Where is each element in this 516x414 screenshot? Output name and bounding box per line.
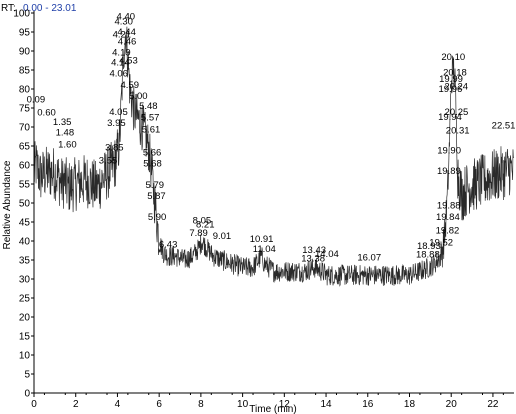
y-tick-label: 60 <box>19 161 31 172</box>
y-tick-label: 15 <box>19 332 31 343</box>
peak-label: 11.04 <box>253 244 276 255</box>
y-tick-label: 10 <box>19 351 31 362</box>
peak-label: 4.14 <box>111 57 130 68</box>
peak-label: 3.95 <box>107 118 126 129</box>
peak-label: 19.99 <box>439 74 463 85</box>
y-tick-label: 35 <box>19 256 31 267</box>
x-tick-label: 0 <box>31 399 37 410</box>
axis-layer: 0 2 4 6 8 10 12 14 16 18 20 22 0 5 10 15 20 25 30 35 40 45 50 5… <box>13 9 514 410</box>
peak-label: 19.88 <box>437 200 461 211</box>
peak-label: 10.91 <box>250 234 274 245</box>
peak-label: 4.46 <box>118 37 137 48</box>
y-tick-label: 30 <box>19 275 31 286</box>
peak-label: 3.55 <box>99 155 118 166</box>
peak-label: 4.30 <box>114 16 133 27</box>
y-tick-label: 75 <box>19 104 31 115</box>
peak-label: 4.06 <box>109 68 128 79</box>
x-tick-label: 10 <box>237 399 249 410</box>
peak-label: 16.07 <box>357 252 381 263</box>
peak-label: 6.43 <box>159 239 178 250</box>
y-tick-label: 0 <box>24 389 30 400</box>
peak-label: 18.93 <box>417 241 441 252</box>
y-tick-label: 100 <box>13 9 30 20</box>
peak-label: 5.79 <box>146 180 165 191</box>
peak-label: 13.43 <box>302 245 326 256</box>
peak-label: 9.01 <box>213 231 232 242</box>
peak-label: 4.40 <box>117 11 136 22</box>
x-tick-label: 14 <box>320 399 332 410</box>
y-tick-label: 50 <box>19 199 31 210</box>
peak-label: 4.05 <box>109 107 128 118</box>
peak-label: 22.51 <box>492 121 516 132</box>
peak-label: 0.09 <box>27 94 46 105</box>
peak-label: 19.84 <box>436 212 460 223</box>
y-tick-label: 20 <box>19 313 31 324</box>
peak-label: 19.90 <box>437 146 461 157</box>
peak-label: 3.85 <box>105 143 124 154</box>
rt-range-value: 0.00 - 23.01 <box>23 3 77 14</box>
peak-label: 20.10 <box>441 52 465 63</box>
peak-label: 4.19 <box>112 48 131 59</box>
peak-label: 7.89 <box>189 228 208 239</box>
peak-label: 19.94 <box>438 112 462 123</box>
x-tick-label: 8 <box>198 399 204 410</box>
y-tick-label: 40 <box>19 237 31 248</box>
y-tick-label: 80 <box>19 85 31 96</box>
peak-label: 13.38 <box>301 254 325 265</box>
peak-label: 19.52 <box>429 238 453 249</box>
peak-label-layer: 4.404.304.444.214.464.194.534.144.064.59… <box>27 11 516 264</box>
x-tick-label: 2 <box>73 399 79 410</box>
y-tick-label: 65 <box>19 142 31 153</box>
y-tick-label: 5 <box>24 370 30 381</box>
peak-label: 19.96 <box>438 84 462 95</box>
x-tick-label: 4 <box>115 399 121 410</box>
y-tick-label: 45 <box>19 218 31 229</box>
peak-label: 5.66 <box>143 148 162 159</box>
x-axis-label: Time (min) <box>249 404 296 414</box>
x-tick-label: 6 <box>156 399 162 410</box>
peak-label: 1.48 <box>56 128 75 139</box>
peak-label: 4.53 <box>119 56 138 67</box>
peak-label: 18.88 <box>416 250 440 261</box>
y-tick-label: 95 <box>19 28 31 39</box>
chromatogram-trace <box>33 26 515 287</box>
x-tick-label: 16 <box>362 399 374 410</box>
peak-label: 5.87 <box>147 191 166 202</box>
x-tick-label: 12 <box>279 399 291 410</box>
y-tick-label: 70 <box>19 123 31 134</box>
y-tick-label: 25 <box>19 294 31 305</box>
peak-label: 4.44 <box>117 27 136 38</box>
peak-label: 8.05 <box>193 216 212 227</box>
y-tick-label: 85 <box>19 66 31 77</box>
peak-label: 5.68 <box>143 159 162 170</box>
peak-label: 5.57 <box>141 113 160 124</box>
peak-label: 19.82 <box>436 225 460 236</box>
trace-layer <box>33 26 515 287</box>
y-axis-label: Relative Abundance <box>2 160 13 249</box>
y-tick-label: 55 <box>19 180 31 191</box>
peak-label: 20.24 <box>444 81 468 92</box>
peak-label: 0.60 <box>37 108 56 119</box>
rt-label: RT: <box>1 3 16 14</box>
peak-label: 5.90 <box>148 212 167 223</box>
peak-label: 1.60 <box>58 140 77 151</box>
peak-label: 14.04 <box>315 249 339 260</box>
peak-label: 4.21 <box>113 29 132 40</box>
peak-label: 5.48 <box>139 101 158 112</box>
peak-label: 4.59 <box>120 80 139 91</box>
peak-label: 20.18 <box>443 67 467 78</box>
peak-label: 5.61 <box>142 125 161 136</box>
peak-label: 19.89 <box>437 166 461 177</box>
peak-label: 8.21 <box>196 219 215 230</box>
peak-label: 5.00 <box>129 91 148 102</box>
peak-label: 1.35 <box>53 117 72 128</box>
peak-label: 20.31 <box>446 125 470 136</box>
y-tick-label: 90 <box>19 47 31 58</box>
x-tick-label: 20 <box>446 399 458 410</box>
x-tick-label: 22 <box>487 399 499 410</box>
x-tick-label: 18 <box>404 399 416 410</box>
peak-label: 20.25 <box>445 107 469 118</box>
